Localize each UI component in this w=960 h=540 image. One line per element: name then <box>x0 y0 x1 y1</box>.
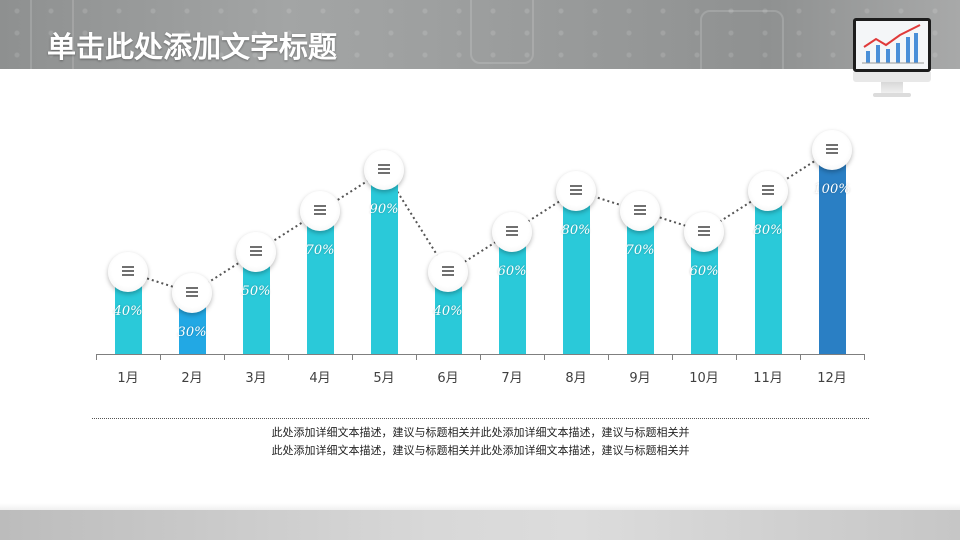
menu-icon <box>442 266 454 277</box>
x-tick-label: 9月 <box>629 371 651 386</box>
mini-chart-icon <box>862 24 924 64</box>
x-tick-label: 4月 <box>309 371 331 386</box>
x-tick-label: 11月 <box>753 371 783 386</box>
data-label: 80% <box>753 222 783 238</box>
data-point-marker[interactable] <box>172 272 212 313</box>
monitor-chin <box>853 72 931 82</box>
data-label: 90% <box>369 202 399 218</box>
menu-icon <box>570 184 582 195</box>
data-point-marker[interactable] <box>812 130 852 170</box>
menu-icon <box>122 266 134 277</box>
description-line: 此处添加详细文本描述，建议与标题相关并此处添加详细文本描述，建议与标题相关并 <box>271 444 690 457</box>
x-tick-label: 1月 <box>117 371 139 386</box>
data-point-marker[interactable] <box>236 232 276 272</box>
axis-tick <box>544 354 545 360</box>
data-label: 70% <box>305 243 335 259</box>
menu-icon <box>698 225 710 236</box>
data-point-marker[interactable] <box>300 191 340 232</box>
monitor-chart-icon <box>851 18 933 100</box>
axis-tick <box>288 354 289 360</box>
x-tick-label: 3月 <box>245 371 267 386</box>
axis-tick <box>352 354 353 360</box>
bar[interactable] <box>498 231 526 354</box>
menu-icon <box>186 286 198 297</box>
bar[interactable] <box>306 211 334 354</box>
axis-tick <box>480 354 481 360</box>
bar[interactable] <box>370 170 398 354</box>
axis-tick <box>864 354 865 360</box>
x-tick-label: 12月 <box>817 371 847 386</box>
data-label: 70% <box>625 243 655 259</box>
data-label: 30% <box>177 324 207 340</box>
header-banner: 单击此处添加文字标题 <box>0 0 960 69</box>
data-point-marker[interactable] <box>620 191 660 232</box>
bar[interactable] <box>626 211 654 354</box>
data-label: 60% <box>689 263 719 279</box>
circuit-trace <box>470 0 534 64</box>
axis-tick <box>224 354 225 360</box>
axis-tick <box>736 354 737 360</box>
data-point-marker[interactable] <box>364 150 404 191</box>
circuit-trace <box>30 0 74 69</box>
bar[interactable] <box>818 150 846 354</box>
x-tick-label: 5月 <box>373 371 395 386</box>
data-label: 40% <box>433 304 463 320</box>
monitor-screen <box>853 18 931 72</box>
monitor-base <box>873 93 911 97</box>
data-point-marker[interactable] <box>556 170 596 211</box>
axis-tick <box>800 354 801 360</box>
circuit-trace <box>700 10 784 69</box>
x-tick-label: 8月 <box>565 371 587 386</box>
axis-tick <box>160 354 161 360</box>
dotted-trend-line <box>127 149 833 294</box>
data-label: 100% <box>813 182 851 197</box>
bar[interactable] <box>562 190 590 354</box>
x-tick-label: 2月 <box>181 371 203 386</box>
circuit-pattern <box>0 0 960 69</box>
menu-icon <box>634 205 646 216</box>
footer-fade <box>0 503 960 510</box>
bar-chart: 40% 1月 30% 2月 50% 3月 70% 4月 90% 5月 40% 6月 60% 7月 80% 8月… <box>96 130 865 386</box>
menu-icon <box>762 184 774 195</box>
menu-icon <box>826 144 838 154</box>
bar[interactable] <box>754 190 782 354</box>
data-point-marker[interactable] <box>492 211 532 252</box>
data-point-marker[interactable] <box>428 252 468 293</box>
data-label: 50% <box>241 284 271 299</box>
axis-tick <box>672 354 673 360</box>
page-title[interactable]: 单击此处添加文字标题 <box>47 30 338 64</box>
data-label: 60% <box>497 263 527 279</box>
x-tick-label: 10月 <box>689 371 719 386</box>
axis-tick <box>96 354 97 360</box>
data-label: 80% <box>561 222 591 238</box>
data-point-marker[interactable] <box>684 211 724 252</box>
x-tick-label: 6月 <box>437 371 459 386</box>
menu-icon <box>378 164 390 175</box>
data-point-marker[interactable] <box>108 252 148 293</box>
menu-icon <box>506 225 518 236</box>
footer-band <box>0 510 960 540</box>
axis-tick <box>416 354 417 360</box>
axis-tick <box>608 354 609 360</box>
data-label: 40% <box>113 304 143 320</box>
bar[interactable] <box>690 231 718 354</box>
divider <box>92 418 869 419</box>
data-point-marker[interactable] <box>748 170 788 211</box>
monitor-stand <box>881 82 903 94</box>
menu-icon <box>314 205 326 216</box>
menu-icon <box>250 246 262 256</box>
description-line: 此处添加详细文本描述，建议与标题相关并此处添加详细文本描述，建议与标题相关并 <box>271 426 690 439</box>
description-text[interactable]: 此处添加详细文本描述，建议与标题相关并此处添加详细文本描述，建议与标题相关并 此… <box>92 424 869 460</box>
x-tick-label: 7月 <box>501 371 523 386</box>
